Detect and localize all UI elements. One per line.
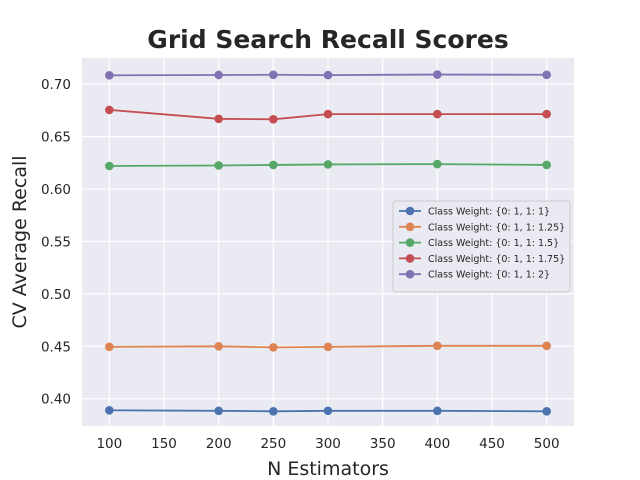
legend-swatch-marker (405, 238, 415, 247)
x-tick-label: 300 (315, 436, 341, 452)
y-tick-label: 0.60 (41, 182, 71, 198)
x-tick-label: 250 (260, 436, 286, 452)
data-point (433, 70, 442, 79)
data-point (105, 161, 114, 171)
data-point (214, 161, 223, 170)
data-point (542, 70, 551, 80)
legend-swatch-marker (405, 269, 415, 279)
legend-item: Class Weight: {0: 1, 1: 1.75} (399, 254, 565, 265)
x-tick-label: 150 (151, 436, 177, 452)
series (105, 159, 551, 171)
data-point (269, 407, 278, 416)
data-point (542, 109, 551, 119)
y-tick-label: 0.70 (41, 77, 71, 93)
legend-label: Class Weight: {0: 1, 1: 1.25} (428, 222, 565, 233)
x-axis-label: N Estimators (267, 458, 389, 480)
data-point (269, 343, 278, 352)
legend-item: Class Weight: {0: 1, 1: 1.5} (399, 238, 559, 249)
legend-swatch-marker (405, 206, 415, 216)
y-tick-label: 0.50 (41, 287, 71, 303)
data-point (214, 342, 223, 351)
data-point (433, 341, 442, 351)
x-tick-label: 350 (370, 436, 396, 452)
data-point (105, 342, 114, 352)
data-point (542, 407, 551, 416)
legend: Class Weight: {0: 1, 1: 1} Class Weight: … (392, 200, 571, 293)
y-tick-label: 0.45 (41, 339, 71, 355)
legend-label: Class Weight: {0: 1, 1: 1.5} (428, 238, 559, 249)
data-point (269, 160, 278, 170)
series-line (109, 73, 547, 77)
series-layer (105, 70, 551, 416)
series (105, 105, 551, 124)
x-tick-label: 100 (96, 436, 122, 452)
data-point (323, 70, 333, 80)
legend-swatch-marker (405, 254, 415, 263)
data-point (433, 406, 442, 416)
series (105, 405, 551, 416)
y-tick-label: 0.55 (41, 234, 71, 250)
x-tick-labels: 100 150 200 250 300 350 400 450 500 (96, 436, 559, 452)
data-point (105, 405, 114, 415)
data-point (214, 70, 223, 80)
x-tick-label: 450 (479, 436, 505, 452)
legend-label: Class Weight: {0: 1, 1: 1} (428, 207, 550, 218)
y-axis-label: CV Average Recall (9, 155, 31, 328)
data-point (105, 105, 114, 115)
legend-item: Class Weight: {0: 1, 1: 2} (399, 270, 550, 281)
series (105, 70, 551, 80)
x-tick-label: 400 (424, 436, 450, 452)
data-point (105, 70, 114, 80)
series-line (109, 109, 547, 121)
data-point (323, 160, 333, 169)
data-point (214, 114, 223, 124)
y-tick-labels: 0.40 0.45 0.50 0.55 0.60 0.65 0.70 (41, 77, 71, 408)
chart-title: Grid Search Recall Scores (147, 25, 508, 54)
legend-item: Class Weight: {0: 1, 1: 1} (399, 207, 550, 218)
series (105, 341, 551, 352)
data-point (433, 159, 442, 169)
series-line (109, 344, 547, 349)
data-point (323, 109, 333, 119)
data-point (323, 406, 333, 416)
legend-label: Class Weight: {0: 1, 1: 1.75} (428, 254, 565, 265)
series-line (109, 409, 547, 413)
y-tick-label: 0.40 (41, 392, 71, 408)
x-tick-label: 500 (534, 436, 560, 452)
y-tick-label: 0.65 (41, 130, 71, 146)
x-tick-label: 200 (206, 436, 232, 452)
legend-label: Class Weight: {0: 1, 1: 2} (428, 270, 550, 281)
data-point (323, 342, 333, 352)
legend-item: Class Weight: {0: 1, 1: 1.25} (399, 222, 565, 233)
series-line (109, 163, 547, 167)
data-point (269, 70, 278, 80)
data-point (214, 406, 223, 416)
data-point (542, 341, 551, 351)
data-point (269, 115, 278, 124)
legend-swatch-marker (405, 222, 415, 232)
legend-box (392, 200, 571, 293)
data-point (433, 109, 442, 119)
data-point (542, 160, 551, 170)
